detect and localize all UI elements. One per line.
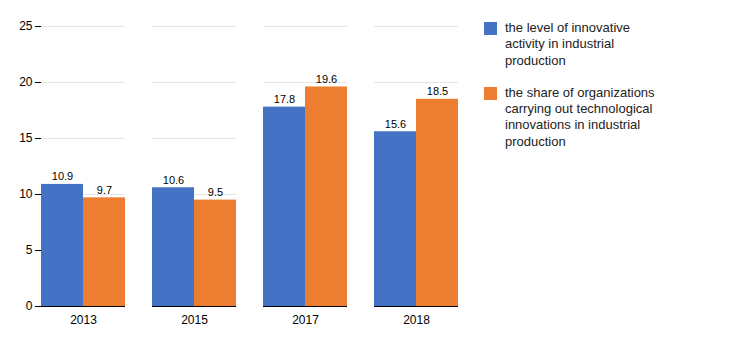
svg-text:2018: 2018 (403, 313, 430, 327)
svg-text:9.5: 9.5 (208, 186, 223, 198)
svg-text:2013: 2013 (70, 313, 97, 327)
html-text:the share of organizations car: the share of organizations carrying out … (505, 84, 655, 149)
svg-text:15.6: 15.6 (385, 118, 406, 130)
svg-text:25: 25 (19, 19, 33, 33)
svg-text:10.6: 10.6 (163, 174, 184, 186)
svg-text:10: 10 (19, 187, 33, 201)
html-text:the level of innovative activi: the level of innovative activity in indu… (505, 20, 630, 68)
svg-text:0: 0 (26, 299, 33, 313)
svg-text:15: 15 (19, 131, 33, 145)
svg-text:2015: 2015 (181, 313, 208, 327)
svg-text:20: 20 (19, 75, 33, 89)
svg-text:5: 5 (26, 243, 33, 257)
svg-text:10.9: 10.9 (52, 170, 73, 182)
svg-text:18.5: 18.5 (427, 85, 448, 97)
svg-text:17.8: 17.8 (274, 93, 295, 105)
svg-text:9.7: 9.7 (97, 184, 112, 196)
svg-text:2017: 2017 (292, 313, 319, 327)
svg-text:19.6: 19.6 (316, 73, 337, 85)
